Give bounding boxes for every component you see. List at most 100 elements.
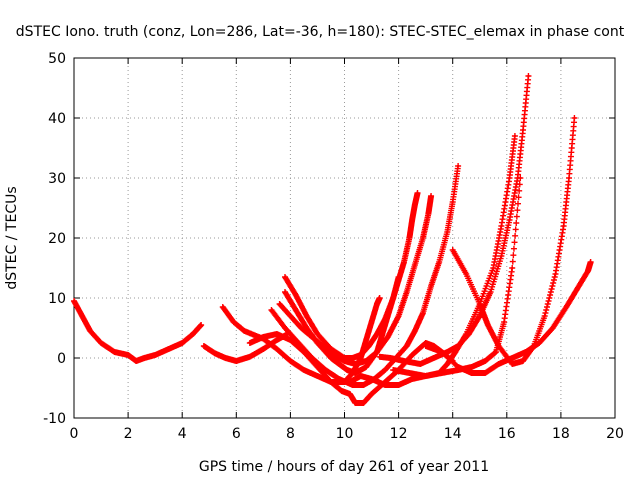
data-point (354, 401, 357, 405)
data-point (513, 134, 517, 138)
x-tick-label: 10 (336, 426, 354, 442)
series-10 (376, 73, 532, 367)
data-point (364, 365, 368, 369)
data-point (508, 218, 511, 222)
data-point (375, 302, 379, 306)
data-point (167, 347, 170, 351)
data-point (470, 365, 473, 369)
data-point (497, 362, 500, 366)
data-point (332, 353, 335, 357)
data-point (386, 314, 389, 318)
x-tick-label: 12 (390, 426, 408, 442)
data-point (402, 260, 406, 264)
data-point (202, 344, 206, 348)
x-tick-label: 6 (232, 426, 241, 442)
data-point (413, 263, 417, 267)
data-point (283, 290, 287, 294)
data-point (586, 269, 590, 273)
data-point (429, 194, 433, 198)
data-point (456, 344, 460, 348)
x-axis-label: GPS time / hours of day 261 of year 2011 (199, 459, 489, 475)
data-point (446, 230, 449, 234)
data-point (302, 350, 306, 354)
data-point (340, 389, 343, 393)
data-point (289, 314, 292, 318)
data-point (354, 362, 357, 366)
x-tick-label: 14 (444, 426, 462, 442)
data-point (337, 377, 341, 381)
data-point (527, 74, 530, 78)
data-point (375, 332, 379, 336)
data-point (370, 392, 373, 396)
data-point (454, 350, 457, 354)
data-point (378, 355, 381, 358)
data-point (348, 380, 352, 384)
data-point (305, 314, 308, 318)
data-point (359, 353, 362, 357)
data-point (283, 326, 287, 330)
x-tick-label: 2 (124, 426, 133, 442)
data-point (378, 296, 381, 300)
data-point (437, 260, 441, 264)
data-point (432, 356, 435, 360)
x-tick-label: 0 (70, 426, 79, 442)
series-4 (281, 190, 421, 361)
data-point (370, 377, 373, 381)
data-point (359, 374, 362, 378)
data-point (329, 356, 333, 360)
data-point (364, 359, 368, 363)
data-point (424, 374, 427, 378)
data-point (391, 368, 395, 372)
data-point (181, 341, 184, 345)
data-point (283, 275, 287, 279)
data-point (511, 356, 514, 360)
data-point (370, 320, 373, 324)
data-point (424, 344, 427, 348)
data-point (316, 374, 319, 378)
data-point (348, 392, 352, 396)
data-point (248, 355, 252, 358)
data-point (405, 344, 408, 348)
data-point (524, 350, 527, 354)
data-point (99, 341, 103, 345)
y-tick-label: 0 (57, 351, 66, 367)
data-point (275, 332, 279, 336)
data-point (589, 260, 592, 264)
data-point (446, 362, 449, 366)
data-point (421, 236, 425, 240)
data-point (413, 203, 417, 207)
data-point (538, 341, 541, 345)
data-point (362, 383, 365, 387)
data-point (232, 320, 235, 324)
data-point (465, 272, 468, 276)
data-point (492, 266, 495, 270)
data-point (213, 352, 216, 355)
data-point (508, 176, 511, 180)
data-point (354, 371, 357, 375)
data-point (456, 164, 460, 168)
data-point (302, 368, 306, 372)
data-point (367, 344, 371, 348)
data-point (375, 350, 379, 354)
data-point (305, 326, 308, 330)
x-tick-label: 18 (552, 426, 570, 442)
data-point (346, 368, 349, 372)
data-point (224, 356, 227, 360)
data-point (511, 362, 514, 366)
data-point (135, 359, 138, 363)
data-point (486, 323, 490, 327)
data-point (329, 380, 333, 384)
data-point (191, 332, 195, 336)
data-point (500, 224, 503, 228)
data-point (275, 338, 279, 342)
data-point (275, 347, 279, 351)
data-point (397, 383, 400, 387)
series-markers (376, 73, 532, 367)
data-point (410, 377, 414, 381)
data-point (565, 305, 568, 309)
data-point (416, 191, 419, 195)
data-point (408, 236, 411, 240)
data-point (324, 368, 327, 372)
y-tick-label: 20 (48, 231, 66, 247)
